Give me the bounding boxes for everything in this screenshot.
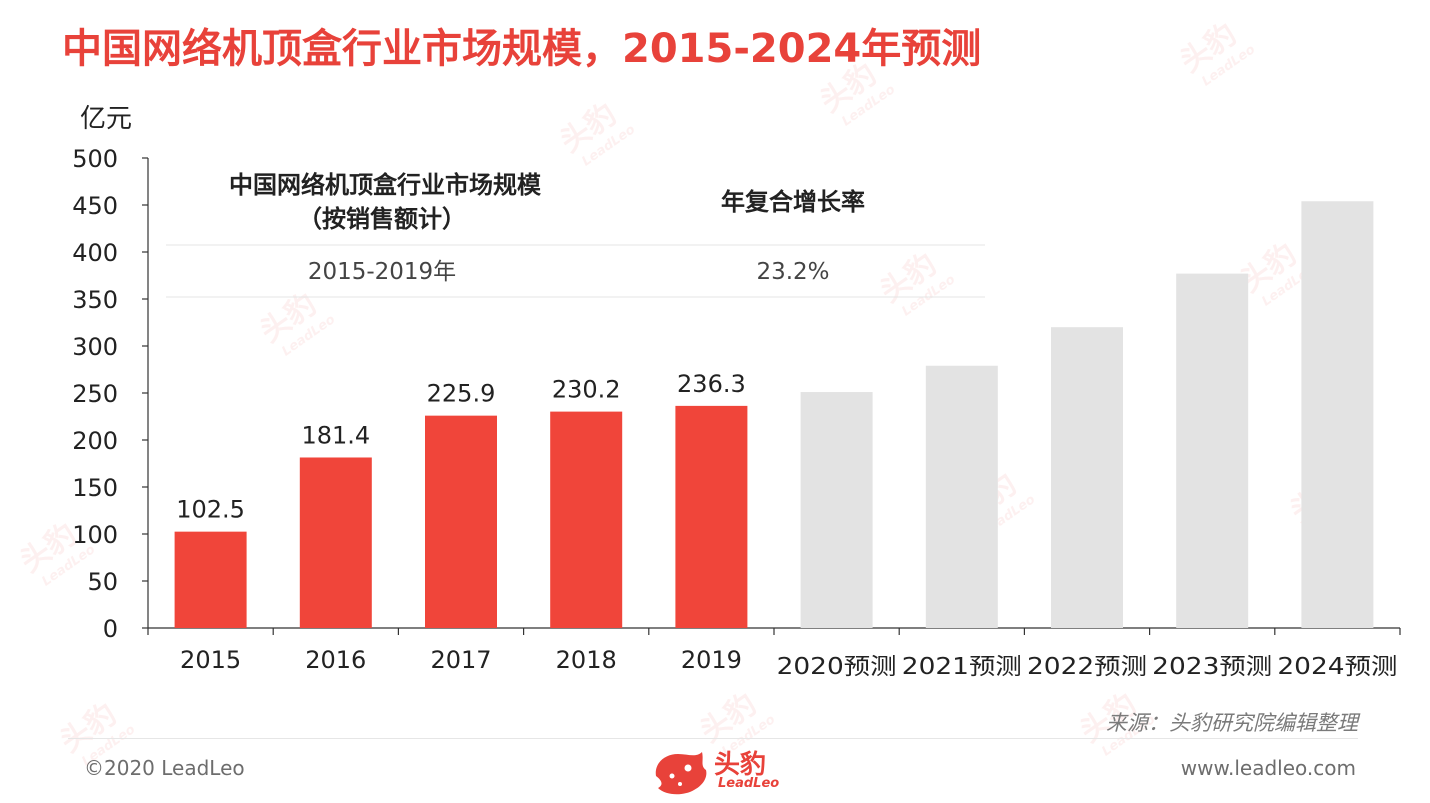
copyright: ©2020 LeadLeo — [84, 756, 245, 780]
x-tick-label: 2016 — [305, 646, 366, 674]
bar-forecast — [1051, 327, 1123, 628]
inset-cagr-value: 23.2% — [756, 259, 829, 285]
y-tick-label: 350 — [72, 286, 118, 314]
x-tick-label: 2018 — [556, 646, 617, 674]
y-tick-label: 50 — [87, 568, 118, 596]
bar-actual — [299, 457, 372, 628]
x-tick-label: 2023预测 — [1152, 654, 1272, 680]
inset-header-cagr: 年复合增长率 — [721, 188, 865, 216]
website-link[interactable]: www.leadleo.com — [1180, 756, 1356, 780]
bar-forecast — [1176, 273, 1249, 628]
y-tick-label: 100 — [72, 521, 118, 549]
y-tick-label: 300 — [72, 333, 118, 361]
bar-actual — [425, 415, 497, 628]
x-tick-label: 2024预测 — [1277, 654, 1397, 680]
footer-divider — [68, 738, 1358, 739]
bar-value-label: 230.2 — [552, 376, 621, 404]
page-title: 中国网络机顶盒行业市场规模，2015-2024年预测 — [62, 26, 982, 72]
y-tick-label: 150 — [72, 474, 118, 502]
x-tick-label: 2020预测 — [777, 654, 897, 680]
leadleo-logo: 头豹 LeadLeo — [648, 742, 788, 800]
x-tick-label: 2021预测 — [902, 654, 1022, 680]
bar-forecast — [800, 392, 873, 628]
y-tick-label: 200 — [72, 427, 118, 455]
y-axis-unit: 亿元 — [80, 104, 133, 134]
x-tick-label: 2019 — [681, 646, 742, 674]
y-tick-label: 250 — [72, 380, 118, 408]
x-tick-label: 2022预测 — [1027, 654, 1147, 680]
bar-forecast — [925, 365, 998, 628]
bar-actual — [675, 405, 748, 628]
y-tick-label: 400 — [72, 239, 118, 267]
bar-value-label: 181.4 — [301, 421, 370, 449]
bar-value-label: 102.5 — [176, 496, 245, 524]
y-tick-label: 450 — [72, 192, 118, 220]
inset-table: 中国网络机顶盒行业市场规模 （按销售额计） 年复合增长率 2015-2019年 … — [166, 171, 985, 298]
bar-value-label: 236.3 — [677, 370, 746, 398]
logo-english-text: LeadLeo — [718, 776, 780, 791]
leopard-icon — [655, 752, 707, 795]
bar-actual — [550, 411, 623, 628]
inset-header-market-size: 中国网络机顶盒行业市场规模 — [229, 171, 542, 199]
inset-header-market-size-sub: （按销售额计） — [298, 205, 466, 233]
x-tick-label: 2017 — [430, 646, 491, 674]
x-tick-label: 2015 — [180, 646, 241, 674]
bar-actual — [174, 531, 247, 628]
bar-value-label: 225.9 — [427, 380, 496, 408]
inset-period: 2015-2019年 — [308, 259, 456, 285]
logo-chinese-text: 头豹 — [714, 750, 767, 780]
source-note: 来源：头豹研究院编辑整理 — [1106, 711, 1358, 735]
bar-forecast — [1301, 201, 1374, 629]
y-tick-label: 500 — [72, 145, 118, 173]
y-tick-label: 0 — [103, 615, 118, 643]
